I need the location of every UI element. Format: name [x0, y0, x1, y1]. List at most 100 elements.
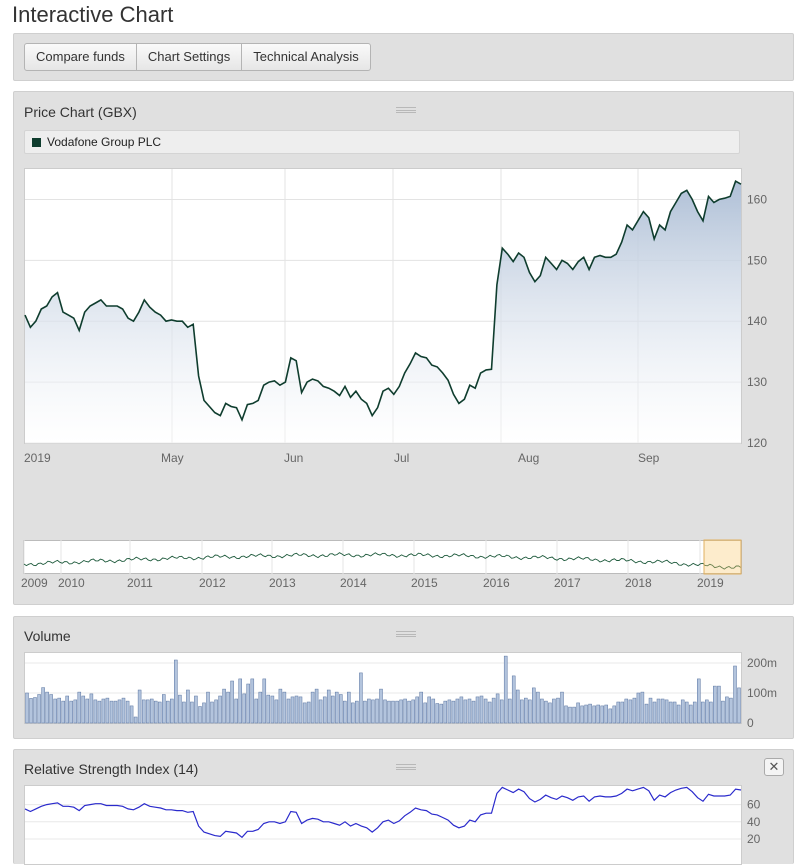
navigator-area[interactable]	[23, 540, 742, 574]
volume-bar[interactable]	[407, 700, 411, 724]
volume-bar[interactable]	[109, 700, 114, 724]
volume-bar[interactable]	[89, 693, 94, 724]
volume-bar[interactable]	[540, 698, 544, 724]
volume-bar[interactable]	[705, 699, 709, 724]
volume-bar[interactable]	[652, 701, 657, 724]
volume-bar[interactable]	[250, 678, 255, 724]
volume-bar[interactable]	[475, 696, 480, 724]
volume-bar[interactable]	[721, 700, 725, 724]
volume-bar[interactable]	[560, 691, 564, 724]
volume-bar[interactable]	[214, 699, 218, 724]
volume-bar[interactable]	[270, 695, 275, 724]
volume-bar[interactable]	[507, 698, 512, 724]
volume-bar[interactable]	[387, 700, 391, 724]
volume-bar[interactable]	[676, 704, 681, 724]
volume-bar[interactable]	[383, 699, 387, 724]
volume-bar[interactable]	[326, 689, 331, 724]
volume-bar[interactable]	[318, 699, 323, 724]
volume-bar[interactable]	[343, 700, 347, 724]
volume-bar[interactable]	[359, 672, 363, 724]
volume-bar[interactable]	[483, 698, 488, 724]
volume-bar[interactable]	[624, 698, 629, 724]
volume-bar[interactable]	[262, 678, 267, 724]
volume-bar[interactable]	[431, 698, 436, 724]
volume-bar[interactable]	[371, 699, 375, 724]
volume-bar[interactable]	[588, 703, 592, 724]
volume-bar[interactable]	[266, 694, 271, 724]
volume-bar[interactable]	[190, 701, 194, 724]
volume-bar[interactable]	[576, 702, 580, 724]
volume-bar[interactable]	[218, 695, 222, 724]
volume-bar[interactable]	[511, 675, 516, 724]
volume-bar[interactable]	[684, 701, 689, 724]
rsi-plot-area[interactable]	[24, 785, 742, 865]
volume-bar[interactable]	[548, 702, 552, 724]
volume-bar[interactable]	[57, 697, 61, 724]
volume-bar[interactable]	[656, 698, 661, 724]
volume-bar[interactable]	[170, 698, 174, 724]
volume-bar[interactable]	[725, 696, 729, 724]
volume-bar[interactable]	[733, 665, 737, 724]
volume-bar[interactable]	[487, 701, 492, 724]
volume-bar[interactable]	[367, 698, 371, 724]
volume-bar[interactable]	[415, 696, 419, 724]
volume-bar[interactable]	[166, 700, 170, 724]
volume-bar[interactable]	[664, 699, 669, 724]
volume-bar[interactable]	[399, 699, 403, 724]
volume-bar[interactable]	[528, 699, 532, 724]
volume-bar[interactable]	[238, 678, 242, 724]
volume-bar[interactable]	[246, 683, 250, 724]
volume-bar[interactable]	[503, 655, 508, 724]
volume-bar[interactable]	[178, 694, 182, 724]
volume-bar[interactable]	[668, 701, 673, 724]
volume-bar[interactable]	[125, 700, 130, 724]
volume-bar[interactable]	[379, 688, 383, 724]
volume-bar[interactable]	[258, 691, 263, 724]
price-line[interactable]	[24, 180, 742, 423]
rsi-chart[interactable]: 20 40 60	[14, 750, 795, 865]
volume-bar[interactable]	[186, 689, 190, 724]
volume-bar[interactable]	[536, 691, 540, 724]
volume-bar[interactable]	[524, 697, 528, 724]
volume-bar[interactable]	[544, 700, 548, 724]
volume-bar[interactable]	[688, 704, 693, 724]
volume-bar[interactable]	[564, 705, 568, 724]
volume-bar[interactable]	[467, 698, 472, 724]
volume-bar[interactable]	[572, 706, 576, 724]
volume-bar[interactable]	[717, 685, 721, 724]
volume-bar[interactable]	[278, 688, 283, 724]
volume-bar[interactable]	[532, 687, 536, 724]
volume-bar[interactable]	[616, 701, 621, 724]
navigator-selection-window[interactable]	[703, 539, 742, 575]
volume-bar[interactable]	[672, 701, 677, 724]
volume-bar[interactable]	[306, 701, 311, 724]
volume-bar[interactable]	[403, 698, 407, 724]
navigator[interactable]: 2009 2010 2011 2012 2013 2014 2015 2016 2017 2018…	[14, 532, 795, 606]
volume-bar[interactable]	[45, 691, 49, 724]
volume-bar[interactable]	[77, 691, 82, 724]
volume-bar[interactable]	[648, 697, 653, 724]
volume-bar[interactable]	[310, 691, 315, 724]
drag-handle-icon[interactable]	[396, 631, 416, 637]
volume-bar[interactable]	[81, 695, 86, 724]
volume-bar[interactable]	[391, 700, 395, 724]
volume-bar[interactable]	[234, 698, 238, 724]
volume-bar[interactable]	[226, 691, 230, 724]
volume-bar[interactable]	[459, 696, 464, 724]
volume-bar[interactable]	[729, 697, 733, 724]
volume-bar[interactable]	[439, 703, 444, 724]
volume-bar[interactable]	[206, 691, 210, 724]
volume-bar[interactable]	[713, 685, 717, 724]
volume-bar[interactable]	[129, 705, 134, 724]
volume-bar[interactable]	[113, 700, 118, 724]
chart-legend[interactable]: Vodafone Group PLC	[24, 130, 740, 154]
volume-bar[interactable]	[580, 705, 584, 724]
volume-bar[interactable]	[636, 692, 641, 724]
volume-bar[interactable]	[121, 697, 126, 724]
volume-bar[interactable]	[274, 699, 279, 724]
volume-bar[interactable]	[182, 701, 186, 724]
volume-bar[interactable]	[451, 700, 456, 724]
volume-bar[interactable]	[351, 702, 355, 724]
volume-bar[interactable]	[29, 698, 33, 724]
volume-bar[interactable]	[133, 716, 138, 724]
